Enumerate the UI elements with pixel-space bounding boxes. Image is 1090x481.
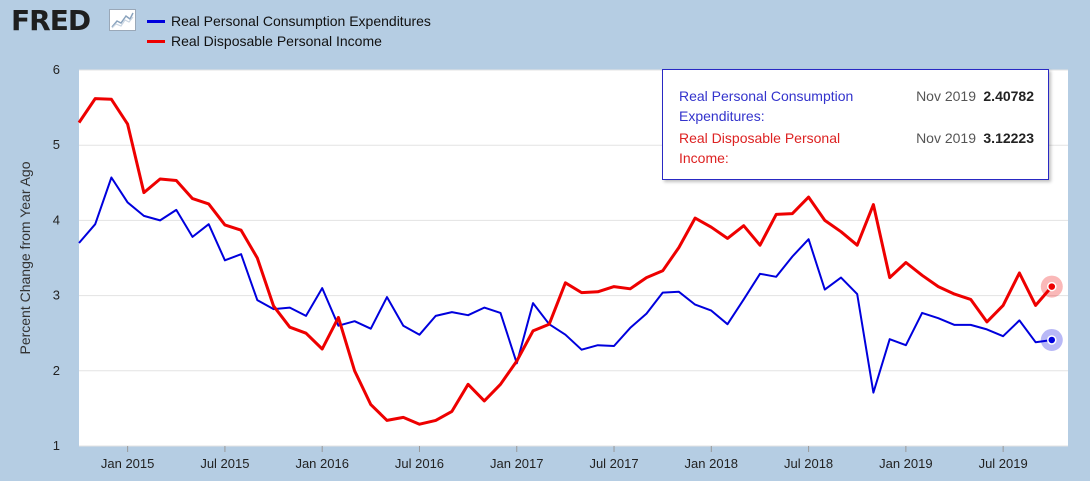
x-tick-label: Jan 2017 [490,456,544,471]
hover-point[interactable] [1047,335,1057,345]
tooltip-row-income: Real Disposable Personal Income: Nov 201… [679,128,1034,168]
legend-swatch-consumption [147,20,165,23]
series-line-consumption[interactable] [78,176,1052,394]
series-line-income[interactable] [77,97,1053,426]
series-lines [77,97,1053,426]
tooltip-value: 2.40782 [983,88,1034,104]
x-tick-label: Jul 2017 [589,456,638,471]
x-axis-ticks: Jan 2015 Jul 2015 Jan 2016 Jul 2016 Jan 2017… [101,446,1028,471]
legend-label-consumption: Real Personal Consumption Expenditures [171,13,431,29]
y-tick-label: 4 [53,212,60,227]
x-tick-label: Jul 2016 [395,456,444,471]
tooltip-row-consumption: Real Personal Consumption Expenditures: … [679,86,1034,126]
y-tick-label: 2 [53,363,60,378]
y-tick-label: 6 [53,62,60,77]
y-tick-label: 5 [53,137,60,152]
x-tick-label: Jul 2018 [784,456,833,471]
x-tick-label: Jan 2015 [101,456,155,471]
x-tick-label: Jan 2019 [879,456,933,471]
hover-point[interactable] [1047,281,1057,292]
tooltip-value: 3.12223 [983,130,1034,146]
hover-markers [1040,275,1063,351]
tooltip-date: Nov 2019 [916,130,976,146]
gridlines [79,69,1068,447]
x-tick-label: Jan 2016 [295,456,349,471]
tooltip-series-name: Real Disposable Personal Income: [679,130,841,166]
y-axis-label: Percent Change from Year Ago [17,161,33,354]
y-tick-label: 3 [53,288,60,303]
hover-tooltip: Real Personal Consumption Expenditures: … [662,69,1049,180]
tooltip-date: Nov 2019 [916,88,976,104]
x-tick-label: Jan 2018 [685,456,739,471]
legend-swatch-income [147,40,165,43]
y-tick-label: 1 [53,438,60,453]
x-tick-label: Jul 2019 [979,456,1028,471]
fred-chart-icon [109,9,136,31]
legend-label-income: Real Disposable Personal Income [171,33,382,49]
x-tick-label: Jul 2015 [200,456,249,471]
fred-logo: FRED [11,4,91,37]
y-axis-ticks: 1 2 3 4 5 6 [53,62,60,453]
chart-header: FRED Real Personal Consumption Expenditu… [0,0,1090,60]
tooltip-series-name: Real Personal Consumption Expenditures: [679,88,854,124]
